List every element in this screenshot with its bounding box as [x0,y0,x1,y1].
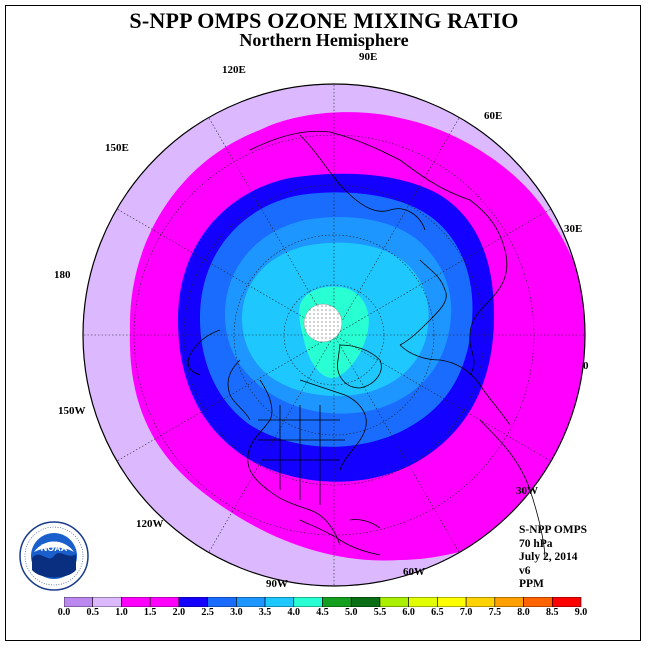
polar-no-data [303,303,343,343]
noaa-logo: NOAA [19,521,89,591]
colorbar-segment [322,597,352,607]
colorbar-tick-label: 5.0 [344,607,358,618]
figure-subtitle: Northern Hemisphere [239,30,409,50]
colorbar-segment [293,597,323,607]
colorbar-segment [236,597,266,607]
colorbar-tick-label: 7.0 [459,607,473,618]
colorbar-segment [149,597,180,607]
noaa-logo-text: NOAA [41,543,68,553]
info-units: PPM [519,578,544,591]
lon-label-180: 180 [54,269,71,281]
figure-border [5,5,641,641]
colorbar-segment [437,597,467,607]
colorbar-segment [551,597,582,607]
info-date: July 2, 2014 [519,551,578,564]
colorbar-tick-label: 0.5 [86,607,99,618]
colorbar-tick-label: 2.0 [172,607,186,618]
lon-label-150e: 150E [105,142,129,154]
lon-label-90w: 90W [266,578,288,590]
lon-label-0: 0 [583,360,589,372]
lon-label-120w: 120W [136,518,164,530]
lon-label-30w: 30W [516,485,538,497]
colorbar-segment [64,597,94,607]
colorbar-segment [465,597,496,607]
coastlines [187,130,546,561]
colorbar-segment [207,597,237,607]
figure-title: S-NPP OMPS OZONE MIXING RATIO [129,8,519,33]
colorbar-tick-label: 6.5 [431,607,444,618]
info-version: v6 [519,564,531,577]
colorbar-tick-label: 3.5 [258,607,272,618]
info-box: S-NPP OMPS 70 hPa July 2, 2014 v6 PPM [519,524,587,592]
colorbar-tick-label: 5.5 [373,607,387,618]
colorbar-segment [264,597,295,607]
colorbar-segment [408,597,438,607]
lon-label-30e: 30E [564,223,583,235]
lon-label-60w: 60W [403,566,425,578]
lon-label-150w: 150W [58,405,86,417]
colorbar-tick-label: 8.5 [546,607,559,618]
info-satellite: S-NPP OMPS [519,524,588,536]
colorbar-segment [178,597,208,607]
info-level: 70 hPa [519,537,553,550]
colorbar-tick-label: 7.5 [488,607,502,618]
colorbar-segment [121,597,151,607]
lon-label-90e: 90E [359,51,378,63]
colorbar-tick-label: 8.0 [517,607,530,618]
colorbar-segment [494,597,524,607]
map-boundary [82,83,586,587]
colorbar-segment [379,597,409,607]
colorbar-tick-label: 6.0 [402,607,415,618]
colorbar-tick-label: 3.0 [230,607,243,618]
lon-label-120e: 120E [222,64,246,76]
colorbar-segment [92,597,122,607]
colorbar-segment [523,597,553,607]
lon-label-60e: 60E [484,110,503,122]
colorbar-tick-label: 4.0 [287,607,301,618]
colorbar-segment [350,597,381,607]
colorbar-tick-label: 0.0 [57,607,71,618]
colorbar-tick-label: 1.5 [143,607,157,618]
colorbar-tick-label: 2.5 [201,607,214,618]
colorbar [64,597,582,607]
colorbar-tick-label: 1.0 [115,607,128,618]
colorbar-tick-label: 4.5 [316,607,329,618]
colorbar-tick-label: 9.0 [574,607,588,618]
